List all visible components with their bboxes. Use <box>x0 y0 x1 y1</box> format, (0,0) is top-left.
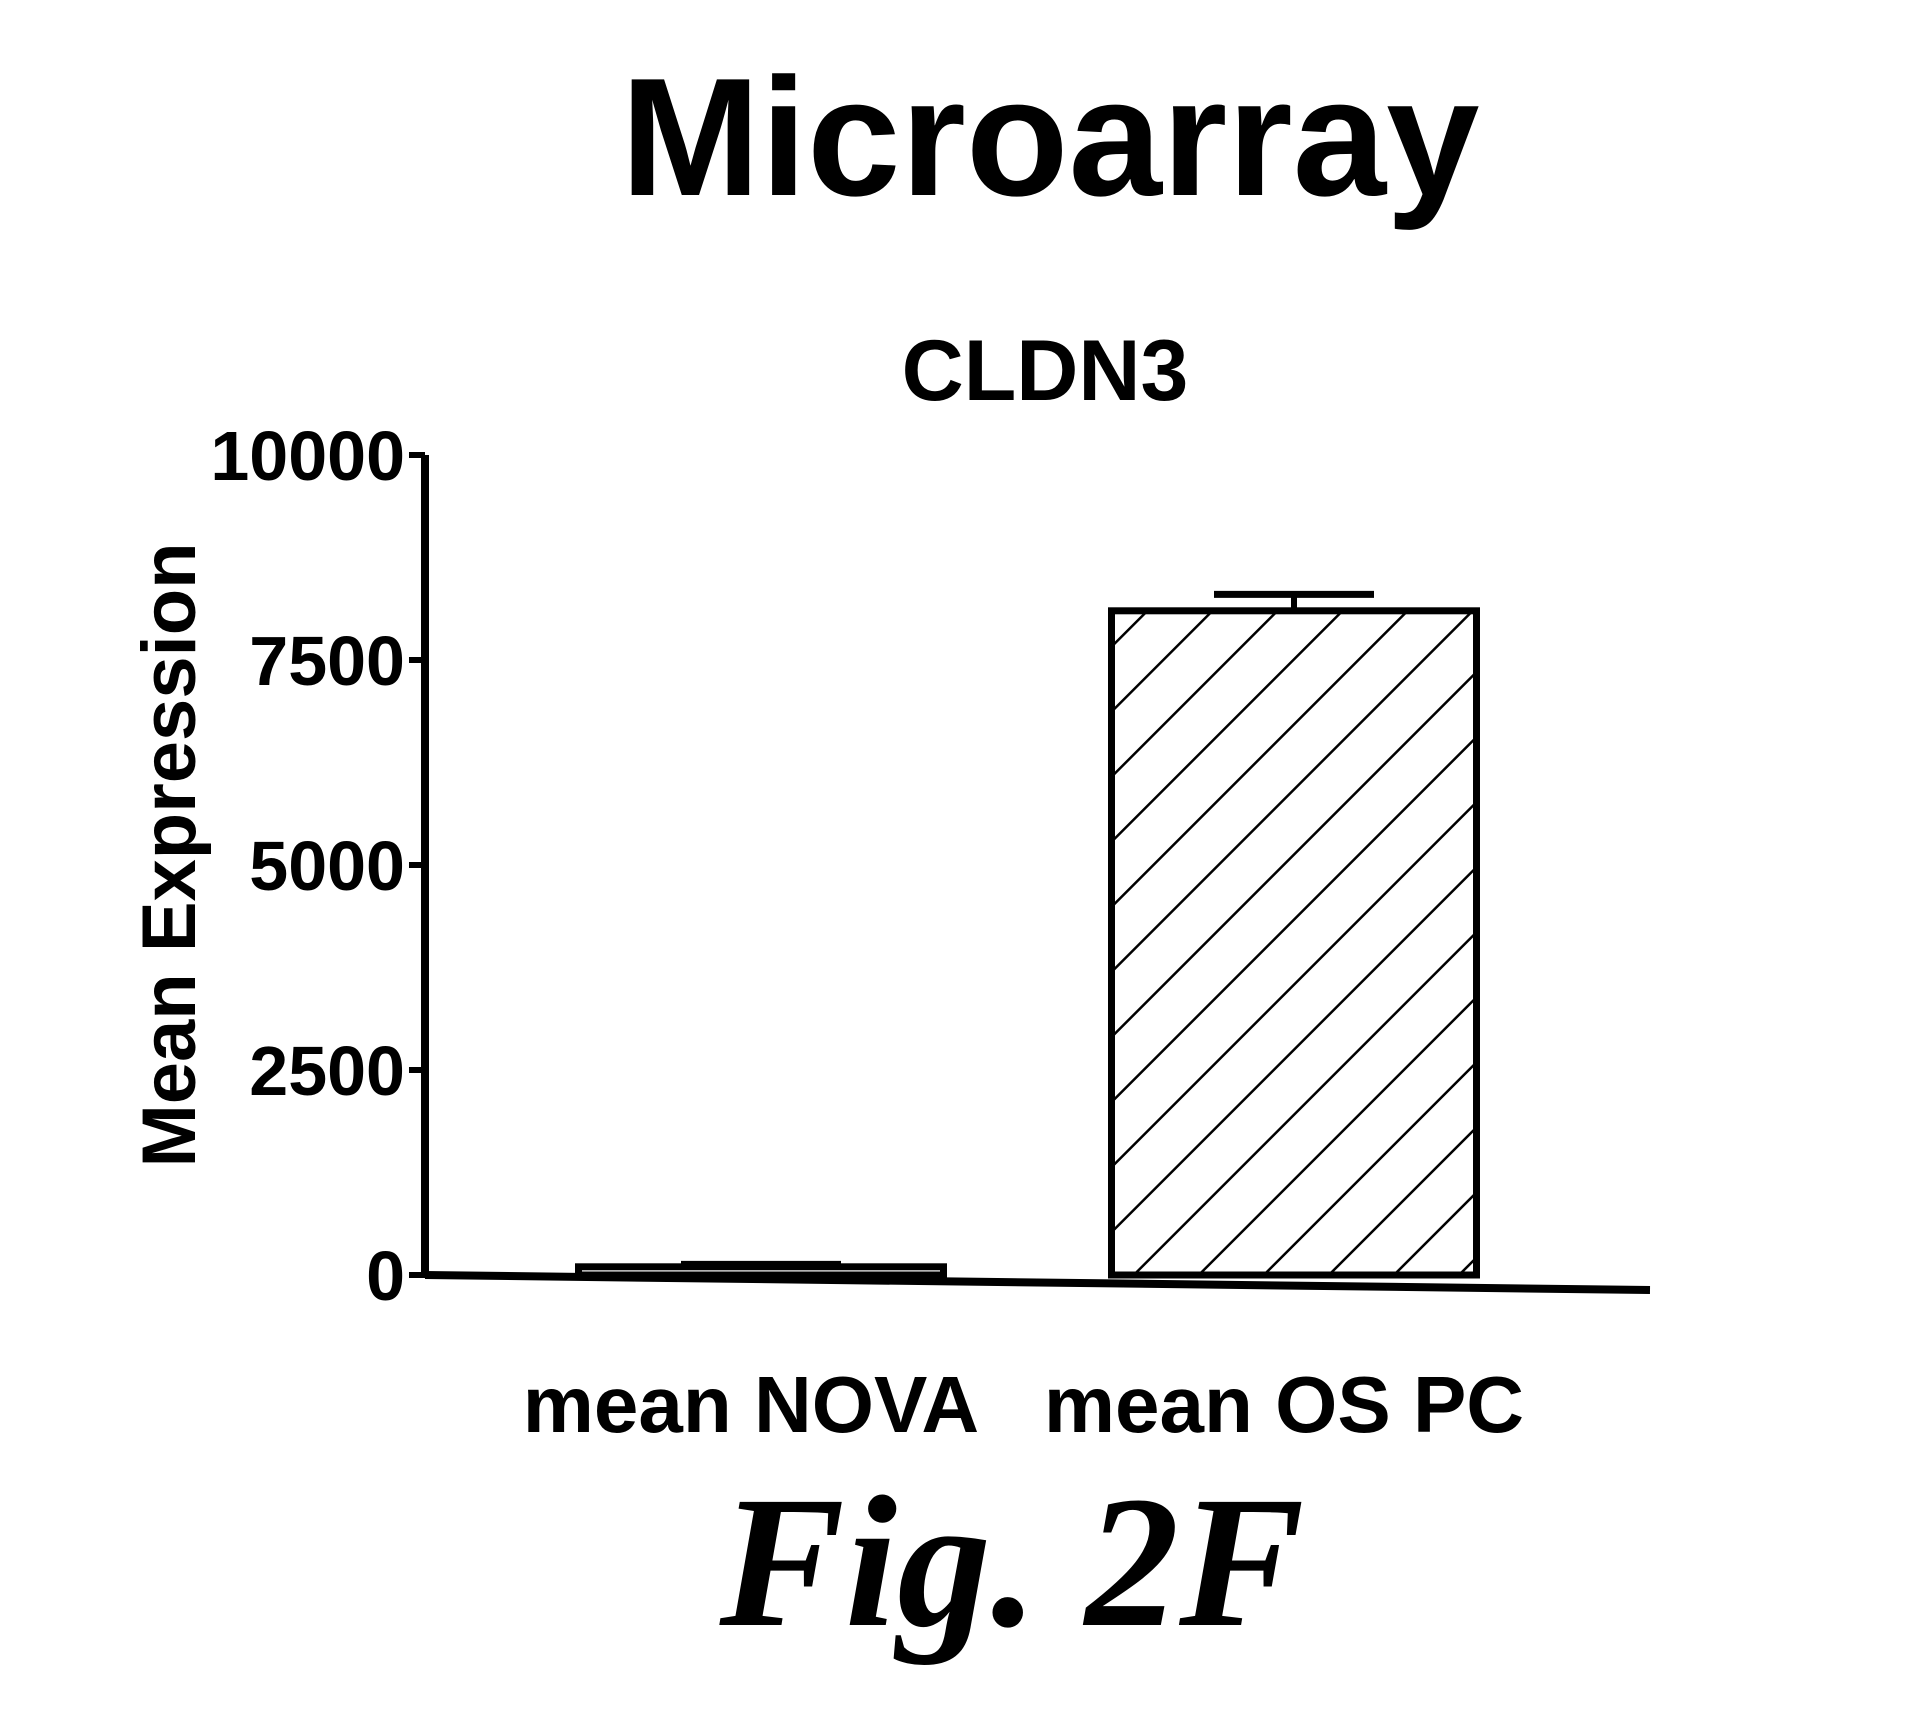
chart-bars <box>579 594 1477 1275</box>
x-tick-label: mean OS PC <box>1044 1360 1524 1449</box>
chart-title: CLDN3 <box>902 323 1189 419</box>
y-tick-label: 2500 <box>249 1032 405 1110</box>
y-tick-label: 10000 <box>210 417 405 495</box>
bar <box>1112 611 1477 1275</box>
y-tick-label: 0 <box>366 1237 405 1315</box>
y-axis-label: Mean Expression <box>127 542 212 1167</box>
y-ticks: 0 2500 5000 7500 10000 <box>210 417 425 1315</box>
figure-caption: Fig. 2F <box>718 1457 1304 1666</box>
y-tick-label: 5000 <box>249 827 405 905</box>
x-tick-labels: mean NOVA mean OS PC <box>523 1360 1524 1449</box>
bar <box>579 1267 944 1275</box>
y-tick-label: 7500 <box>249 622 405 700</box>
x-tick-label: mean NOVA <box>523 1360 979 1449</box>
page-title: Microarray <box>620 43 1479 231</box>
